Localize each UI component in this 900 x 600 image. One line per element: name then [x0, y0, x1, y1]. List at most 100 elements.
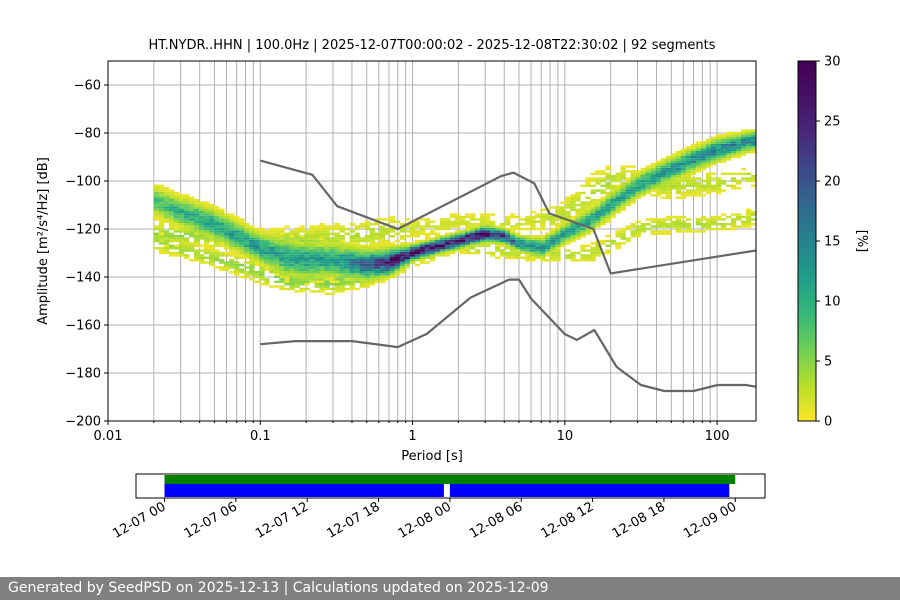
heatmap-cell — [153, 184, 160, 187]
heatmap-cell — [274, 271, 280, 274]
heatmap-cell — [670, 170, 677, 173]
heatmap-cell — [540, 218, 546, 221]
heatmap-cell — [480, 237, 486, 240]
heatmap-cell — [158, 201, 165, 204]
heatmap-cell — [740, 172, 747, 175]
heatmap-cell — [349, 242, 355, 245]
heatmap-cell — [605, 184, 611, 187]
heatmap-cell — [720, 148, 727, 151]
heatmap-cell — [219, 232, 225, 235]
heatmap-cell — [359, 237, 365, 240]
heatmap-cell — [530, 259, 536, 262]
heatmap-cell — [414, 230, 421, 233]
heatmap-cell — [394, 273, 401, 276]
heatmap-cell — [224, 251, 230, 255]
heatmap-cell — [735, 215, 742, 219]
heatmap-cell — [209, 215, 215, 219]
heatmap-cell — [490, 227, 496, 231]
heatmap-cell — [610, 213, 616, 216]
heatmap-cell — [605, 251, 611, 255]
heatmap-cell — [279, 285, 285, 288]
heatmap-cell — [384, 259, 390, 262]
heatmap-cell — [710, 163, 717, 166]
heatmap-cell — [299, 275, 305, 279]
heatmap-cell — [459, 249, 466, 252]
heatmap-cell — [625, 196, 631, 199]
heatmap-cell — [339, 249, 345, 252]
heatmap-cell — [725, 215, 732, 219]
heatmap-cell — [384, 232, 390, 235]
heatmap-cell — [349, 249, 355, 252]
heatmap-cell — [730, 218, 737, 221]
heatmap-cell — [324, 225, 330, 228]
heatmap-cell — [259, 259, 265, 262]
heatmap-cell — [429, 254, 436, 257]
heatmap-cell — [394, 268, 401, 271]
heatmap-cell — [705, 153, 712, 156]
heatmap-cell — [490, 237, 496, 240]
heatmap-cell — [399, 251, 406, 255]
heatmap-cell — [685, 191, 692, 195]
heatmap-cell — [224, 247, 230, 250]
heatmap-cell — [384, 275, 390, 279]
heatmap-cell — [214, 244, 220, 247]
heatmap-cell — [520, 249, 526, 252]
heatmap-cell — [354, 239, 360, 243]
heatmap-cell — [685, 148, 692, 151]
heatmap-cell — [610, 184, 616, 187]
heatmap-cell — [690, 184, 697, 187]
heatmap-cell — [665, 175, 671, 178]
heatmap-cell — [715, 160, 722, 163]
heatmap-cell — [705, 158, 712, 161]
heatmap-cell — [570, 237, 576, 240]
heatmap-cell — [650, 163, 656, 166]
heatmap-cell — [339, 278, 345, 281]
heatmap-cell — [490, 230, 496, 233]
heatmap-cell — [580, 184, 586, 187]
heatmap-cell — [555, 259, 561, 262]
heatmap-cell — [530, 215, 536, 219]
heatmap-cell — [419, 230, 426, 233]
heatmap-cell — [710, 177, 717, 180]
heatmap-cell — [193, 251, 200, 255]
heatmap-cell — [319, 232, 325, 235]
heatmap-cell — [259, 232, 265, 235]
heatmap-cell — [750, 141, 756, 144]
heatmap-cell — [585, 213, 591, 216]
heatmap-cell — [590, 247, 596, 250]
heatmap-cell — [715, 143, 722, 147]
heatmap-cell — [188, 244, 195, 247]
heatmap-cell — [289, 232, 295, 235]
heatmap-cell — [595, 213, 601, 216]
heatmap-cell — [394, 259, 401, 262]
heatmap-cell — [670, 179, 677, 183]
heatmap-cell — [620, 172, 626, 175]
heatmap-cell — [193, 254, 200, 257]
heatmap-cell — [249, 237, 255, 240]
heatmap-cell — [670, 165, 677, 168]
heatmap-cell — [419, 227, 426, 231]
heatmap-cell — [214, 266, 220, 269]
heatmap-cell — [745, 134, 752, 137]
heatmap-cell — [173, 237, 180, 240]
heatmap-cell — [710, 143, 717, 147]
heatmap-cell — [434, 254, 441, 257]
heatmap-cell — [690, 179, 697, 183]
heatmap-cell — [454, 218, 461, 221]
heatmap-cell — [720, 179, 727, 183]
heatmap-cell — [635, 175, 641, 178]
heatmap-cell — [304, 278, 310, 281]
heatmap-cell — [389, 242, 396, 245]
heatmap-cell — [404, 261, 411, 264]
heatmap-cell — [364, 227, 370, 231]
heatmap-cell — [214, 249, 220, 252]
heatmap-cell — [394, 232, 401, 235]
heatmap-cell — [158, 215, 165, 219]
heatmap-cell — [610, 201, 616, 204]
heatmap-cell — [650, 187, 656, 190]
heatmap-cell — [168, 215, 175, 219]
heatmap-cell — [344, 271, 350, 274]
heatmap-cell — [444, 218, 451, 221]
heatmap-cell — [234, 251, 240, 255]
heatmap-cell — [580, 244, 586, 247]
